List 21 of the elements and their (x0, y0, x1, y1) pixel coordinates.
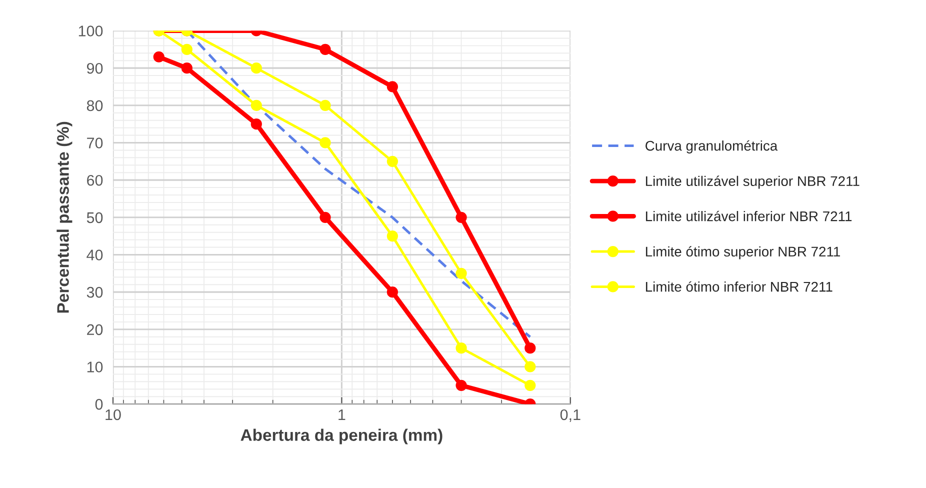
x-axis-title: Abertura da peneira (mm) (240, 428, 442, 444)
legend-label: Limite ótimo inferior NBR 7211 (646, 281, 832, 292)
x-tick-label: 0,1 (560, 409, 580, 422)
x-tick-label: 10 (106, 409, 121, 420)
y-tick-label: 0 (95, 398, 103, 410)
y-axis-title: Percentual passante (%) (56, 122, 72, 313)
y-tick-label: 100 (78, 26, 103, 36)
legend-label: Limite utilizável inferior NBR 7211 (646, 210, 852, 222)
y-tick-label: 90 (86, 62, 103, 74)
x-tick-label: 1 (338, 409, 346, 420)
legend-label: Limite utilizável superior NBR 7211 (646, 176, 860, 189)
y-tick-label: 20 (87, 324, 103, 336)
legend-label: Limite ótimo superior NBR 7211 (646, 246, 840, 260)
y-tick-label: 50 (86, 212, 103, 224)
legend-label: Curva granulométrica (646, 140, 778, 154)
y-tick-label: 10 (87, 362, 103, 372)
y-tick-label: 40 (86, 250, 103, 260)
y-tick-label: 30 (86, 286, 103, 298)
y-tick-label: 80 (86, 100, 103, 112)
y-tick-label: 60 (87, 174, 103, 186)
y-tick-label: 70 (87, 138, 103, 148)
